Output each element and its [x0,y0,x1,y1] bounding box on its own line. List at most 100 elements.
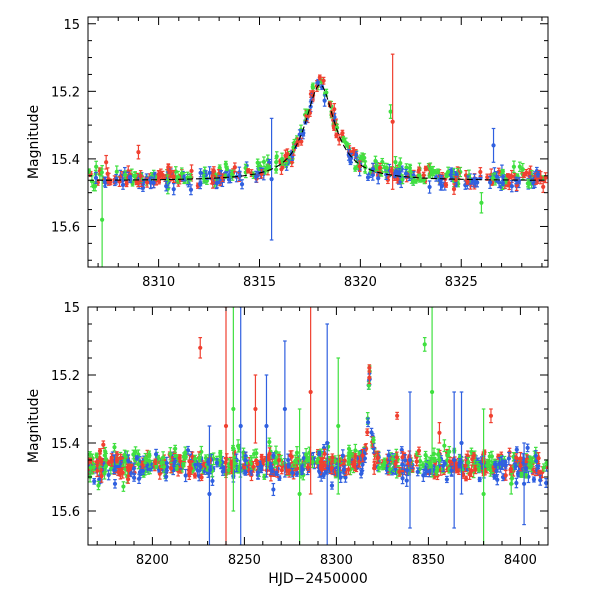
data-point [131,473,137,482]
data-point [237,170,242,181]
data-point [503,461,508,470]
data-point [509,180,514,193]
data-point [271,452,276,459]
data-point [332,112,337,122]
data-point [239,179,245,190]
data-point [365,417,371,428]
data-point [473,177,478,188]
data-point [321,472,326,479]
data-point [267,437,272,447]
data-point [350,460,355,468]
data-point [171,183,176,196]
x-axis-label: HJD−2450000 [268,571,368,587]
data-point [181,462,186,468]
data-point [220,173,225,182]
data-point [393,460,398,468]
y-tick-label: 15.6 [51,220,80,235]
data-point [229,170,234,179]
data-point [321,444,327,452]
data-point [259,453,264,460]
data-point [262,473,267,480]
data-point [404,474,409,487]
data-point [188,184,194,196]
data-point [415,467,420,477]
data-point [214,458,220,468]
data-point [365,428,370,437]
outlier-point [325,323,330,545]
data-point [505,173,510,179]
data-point [125,463,130,471]
outlier-point [509,473,514,495]
data-point [109,453,114,464]
data-point [487,175,493,190]
data-point [463,475,469,482]
data-point [319,84,325,91]
data-point [243,469,248,476]
bottom-panel: 8200 8250 8300 8350 8400 15 15.2 15.4 15.6 Magni… [26,301,549,587]
data-point [411,176,416,186]
data-point [447,445,452,458]
outlier-point [459,391,464,495]
data-point [322,448,327,460]
x-tick-label: 8320 [344,275,377,290]
data-point [93,171,99,185]
outlier-point [282,340,287,478]
data-point [332,455,338,467]
data-point [421,171,426,179]
data-point [223,160,228,168]
data-point [538,474,543,486]
data-point [198,168,203,178]
data-point [373,155,378,167]
x-tick-label: 8350 [412,553,445,568]
y-tick-label: 15.6 [51,505,80,520]
data-point [376,463,382,473]
data-point [466,456,471,468]
data-point [310,84,315,90]
data-point [478,167,483,178]
data-point [294,446,300,460]
data-point [405,464,410,477]
data-point [95,464,100,478]
bottom-y-axis-label: Magnitude [26,389,42,463]
data-point [317,74,322,81]
y-tick-label: 15 [63,18,80,33]
data-point [177,454,182,462]
data-point [437,455,442,465]
bottom-axis-ticks: 8200 8250 8300 8350 8400 15 15.2 15.4 15.6 [51,301,548,568]
data-point [348,449,353,457]
outlier-point [488,408,494,424]
data-point [477,466,482,473]
data-point [488,463,493,477]
data-point [541,463,546,472]
outlier-point [390,53,395,190]
data-point [531,476,537,483]
data-point [525,443,530,453]
data-point [305,463,311,471]
outlier-point [308,307,313,495]
data-point [451,183,457,195]
outlier-point [198,337,203,359]
data-point [127,174,133,183]
data-point [268,463,273,470]
outlier-point [223,307,229,545]
data-point [428,162,433,176]
data-point [387,464,393,475]
data-point [365,173,371,181]
data-point [153,448,159,460]
data-point [522,171,527,179]
data-point [210,475,215,486]
data-point [246,168,251,174]
data-point [183,468,188,483]
x-tick-label: 8250 [228,553,261,568]
data-point [198,180,203,187]
data-point [366,381,372,390]
data-point [330,453,335,462]
data-point [103,459,109,473]
data-point [517,161,522,173]
data-point [403,168,409,179]
data-point [243,454,248,466]
data-point [286,462,291,469]
data-point [357,160,362,172]
data-point [187,468,192,481]
data-point [164,180,169,192]
